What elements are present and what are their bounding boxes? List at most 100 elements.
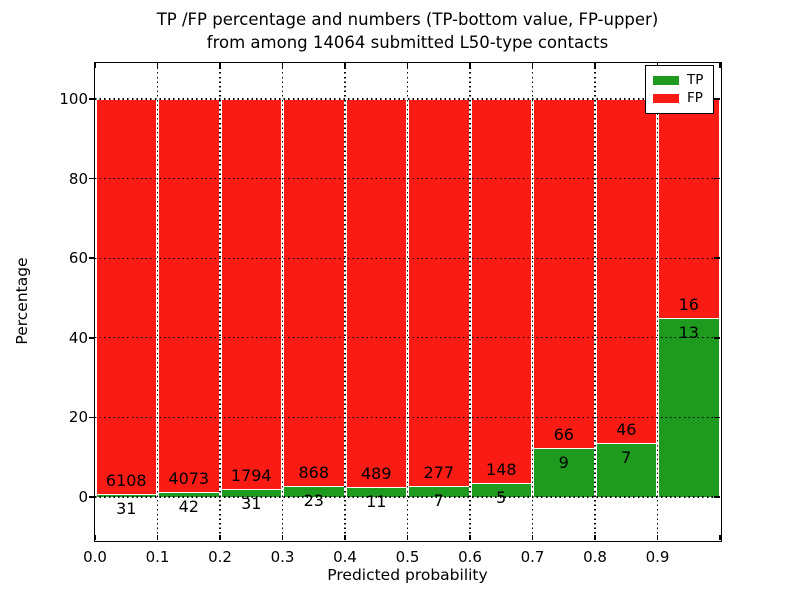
legend-entry-tp: TP bbox=[653, 71, 706, 88]
fp-bar-segment bbox=[284, 99, 344, 487]
fp-count-label: 868 bbox=[298, 462, 330, 482]
x-tick-label: 0.8 bbox=[583, 548, 607, 566]
x-gridline bbox=[594, 63, 596, 540]
fp-bar-segment bbox=[659, 99, 719, 319]
x-tick-mark bbox=[156, 63, 159, 68]
x-tick-mark bbox=[531, 63, 534, 68]
x-tick-mark bbox=[469, 535, 471, 540]
tp-bar-segment bbox=[596, 444, 656, 497]
y-tick-mark bbox=[89, 496, 95, 498]
y-axis-label: Percentage bbox=[13, 257, 31, 345]
y-tick-mark bbox=[89, 177, 95, 180]
fp-legend-swatch-icon bbox=[653, 94, 679, 104]
x-tick-mark bbox=[719, 63, 721, 68]
x-tick-mark bbox=[594, 535, 596, 540]
tp-bar-segment bbox=[409, 487, 469, 497]
x-tick-label: 0.4 bbox=[333, 548, 357, 566]
tp-count-label: 42 bbox=[178, 496, 199, 516]
legend-entry-fp: FP bbox=[653, 92, 706, 105]
legend: TP FP bbox=[645, 65, 714, 114]
x-gridline bbox=[344, 63, 346, 540]
x-gridline bbox=[469, 63, 471, 540]
x-tick-mark bbox=[406, 63, 409, 68]
y-tick-label: 60 bbox=[68, 249, 88, 268]
x-tick-mark bbox=[531, 535, 534, 540]
tp-count-label: 13 bbox=[678, 322, 699, 342]
y-tick-mark bbox=[714, 337, 720, 339]
x-tick-label: 0.1 bbox=[145, 548, 170, 566]
fp-count-label: 16 bbox=[678, 294, 699, 314]
x-gridline bbox=[156, 63, 159, 540]
tp-count-label: 5 bbox=[496, 487, 507, 507]
legend-label-tp: TP bbox=[687, 71, 704, 88]
x-tick-mark bbox=[469, 63, 471, 68]
chart-title-line2: from among 14064 submitted L50-type cont… bbox=[206, 33, 609, 52]
x-tick-mark bbox=[594, 63, 596, 68]
fp-bar-segment bbox=[346, 99, 406, 489]
y-tick-label: 20 bbox=[68, 408, 88, 427]
y-tick-mark bbox=[714, 257, 720, 259]
y-tick-mark bbox=[714, 177, 720, 180]
legend-label-fp: FP bbox=[687, 90, 703, 107]
x-tick-mark bbox=[219, 535, 221, 540]
tp-bar-segment bbox=[221, 490, 281, 497]
tp-count-label: 7 bbox=[621, 448, 632, 468]
tp-bar-segment bbox=[284, 486, 344, 497]
tp-bar-segment bbox=[534, 449, 594, 497]
y-tick-mark bbox=[89, 416, 95, 419]
x-tick-mark bbox=[94, 63, 96, 68]
x-tick-mark bbox=[344, 535, 346, 540]
x-gridline bbox=[281, 63, 284, 540]
y-tick-label: 100 bbox=[59, 90, 88, 108]
tp-bar-segment bbox=[159, 492, 219, 497]
tp-bar-segment bbox=[96, 494, 156, 497]
x-tick-label: 0.0 bbox=[83, 548, 107, 566]
x-gridline bbox=[531, 63, 534, 540]
x-tick-mark bbox=[94, 535, 96, 540]
fp-count-label: 148 bbox=[485, 459, 517, 479]
x-gridline bbox=[219, 63, 221, 540]
fp-bar-segment bbox=[159, 99, 219, 493]
y-tick-label: 0 bbox=[78, 488, 88, 506]
tp-legend-swatch-icon bbox=[653, 75, 679, 85]
fp-count-label: 277 bbox=[423, 463, 455, 483]
tp-count-label: 9 bbox=[558, 453, 569, 473]
x-tick-mark bbox=[656, 535, 659, 540]
y-tick-label: 80 bbox=[68, 169, 88, 188]
x-axis-label: Predicted probability bbox=[327, 566, 488, 584]
x-tick-label: 0.3 bbox=[270, 548, 295, 566]
y-tick-mark bbox=[89, 257, 95, 259]
tp-bar-segment bbox=[346, 488, 406, 497]
tp-bar-segment bbox=[659, 318, 719, 497]
tp-bar-segment bbox=[471, 483, 531, 497]
x-gridline bbox=[406, 63, 409, 540]
y-tick-mark bbox=[714, 496, 720, 498]
y-tick-mark bbox=[714, 98, 720, 100]
fp-count-label: 66 bbox=[553, 425, 574, 445]
tp-count-label: 23 bbox=[303, 490, 324, 510]
y-tick-mark bbox=[89, 98, 95, 100]
chart-title: TP /FP percentage and numbers (TP-bottom… bbox=[95, 8, 720, 54]
fp-bar-segment bbox=[409, 99, 469, 488]
x-tick-label: 0.6 bbox=[458, 548, 482, 566]
tp-count-label: 7 bbox=[433, 491, 444, 511]
tp-count-label: 31 bbox=[116, 498, 137, 518]
x-tick-label: 0.5 bbox=[395, 548, 420, 566]
x-tick-label: 0.7 bbox=[520, 548, 545, 566]
fp-bar-segment bbox=[596, 99, 656, 445]
fp-count-label: 6108 bbox=[105, 470, 147, 490]
y-tick-mark bbox=[89, 337, 95, 339]
x-tick-mark bbox=[719, 535, 721, 540]
x-tick-mark bbox=[406, 535, 409, 540]
fp-count-label: 46 bbox=[616, 420, 637, 440]
x-tick-mark bbox=[281, 63, 284, 68]
x-tick-mark bbox=[219, 63, 221, 68]
fp-count-label: 489 bbox=[360, 464, 392, 484]
tp-count-label: 31 bbox=[241, 494, 262, 514]
x-tick-label: 0.2 bbox=[208, 548, 232, 566]
x-gridline bbox=[656, 63, 659, 540]
plot-area: 6108 31 4073 42 1794 31 868 23 489 11 277 7 148 5 66 9 4… bbox=[89, 63, 721, 540]
fp-count-label: 4073 bbox=[168, 468, 210, 488]
fp-bar-segment bbox=[471, 99, 531, 484]
